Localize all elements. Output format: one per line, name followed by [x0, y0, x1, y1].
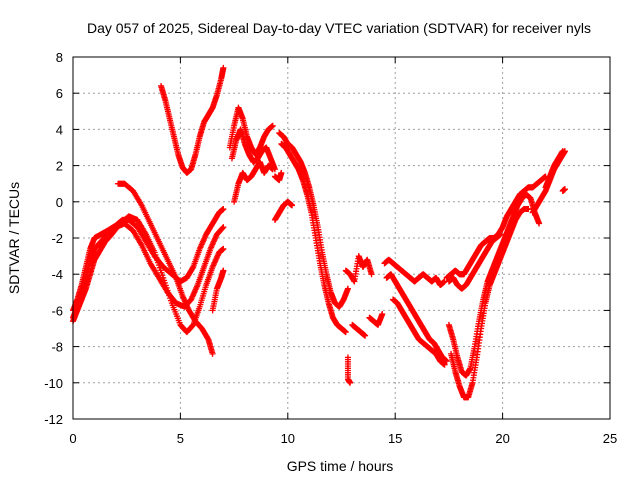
series-9 [231, 158, 276, 205]
y-tick-label: -10 [44, 376, 63, 391]
data-point [362, 332, 369, 339]
x-axis-label: GPS time / hours [287, 458, 394, 474]
data-point [497, 231, 504, 238]
data-point [220, 224, 227, 231]
data-point [269, 166, 276, 173]
x-tick-label: 20 [495, 431, 509, 446]
x-tick-label: 5 [177, 431, 184, 446]
series-10 [271, 169, 285, 184]
data-point [347, 379, 354, 386]
y-tick-label: 8 [56, 50, 63, 65]
series-11 [271, 198, 296, 223]
data-point [220, 206, 227, 213]
series-15 [344, 354, 354, 386]
y-tick-label: 4 [56, 122, 63, 137]
y-tick-label: -6 [51, 303, 63, 318]
series-19 [383, 271, 450, 365]
series-27 [559, 186, 568, 194]
data-point [559, 148, 566, 155]
series-20 [390, 296, 448, 368]
data-point [441, 361, 448, 368]
series-3 [70, 213, 227, 336]
data-point [220, 267, 227, 274]
y-tick-label: -4 [51, 267, 63, 282]
data-point [379, 311, 386, 318]
series-7 [226, 104, 276, 158]
series-14 [349, 321, 369, 339]
data-point [368, 271, 375, 278]
data-point [278, 169, 285, 176]
series-8 [228, 126, 278, 173]
series-17 [366, 311, 386, 328]
series-4 [115, 180, 216, 357]
series-5 [209, 267, 227, 314]
series-23 [448, 206, 532, 401]
data-point [525, 206, 532, 213]
series-24 [445, 231, 504, 292]
data-point [209, 350, 216, 357]
data-point [289, 202, 296, 209]
x-tick-label: 0 [69, 431, 76, 446]
data-point [269, 122, 276, 129]
series-18 [381, 256, 448, 289]
x-tick-label: 15 [388, 431, 402, 446]
data-point [342, 329, 349, 336]
y-tick-label: 2 [56, 159, 63, 174]
data-points [70, 64, 568, 401]
y-tick-label: 0 [56, 195, 63, 210]
x-tick-label: 10 [281, 431, 295, 446]
series-12 [276, 130, 351, 310]
series-13 [278, 140, 349, 336]
series-22 [445, 191, 543, 379]
y-tick-label: -8 [51, 340, 63, 355]
y-tick-label: -2 [51, 231, 63, 246]
y-tick-label: -12 [44, 412, 63, 427]
data-point [443, 358, 450, 365]
data-point [220, 245, 227, 252]
series-6 [158, 64, 227, 176]
series-16 [342, 253, 375, 285]
data-point [344, 285, 351, 292]
series-26 [542, 148, 566, 191]
series-21 [443, 173, 549, 281]
data-point [536, 220, 543, 227]
data-point [220, 64, 227, 71]
x-tick-label: 25 [603, 431, 617, 446]
plot-frame [72, 56, 611, 420]
data-point [561, 186, 568, 193]
y-tick-label: 6 [56, 86, 63, 101]
y-axis-label: SDTVAR / TECUs [6, 182, 22, 294]
chart-title: Day 057 of 2025, Sidereal Day-to-day VTE… [87, 20, 591, 36]
